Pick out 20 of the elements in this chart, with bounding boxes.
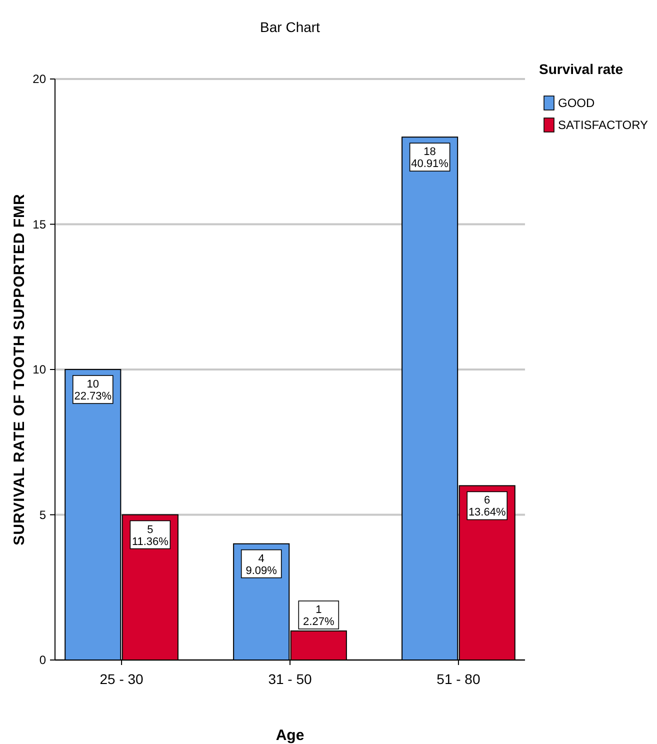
y-tick-label: 15: [32, 217, 46, 232]
data-label: 1 2.27%: [303, 604, 334, 628]
data-label: 5 11.36%: [132, 524, 169, 548]
legend-label: GOOD: [558, 96, 595, 110]
x-tick-label: 51 - 80: [436, 671, 480, 687]
legend-label: SATISFACTORY: [558, 118, 648, 132]
data-label: 6 13.64%: [468, 494, 506, 519]
legend-title: Survival rate: [539, 61, 624, 77]
y-axis-title: SURVIVAL RATE OF TOOTH SUPPORTED FMR: [11, 194, 28, 546]
x-tick-label: 25 - 30: [100, 671, 144, 687]
chart-title: Bar Chart: [260, 19, 320, 35]
y-tick-label: 5: [39, 508, 46, 522]
x-tick-label: 31 - 50: [268, 671, 312, 687]
y-tick-label: 20: [32, 72, 46, 86]
y-tick-label: 10: [32, 362, 46, 377]
data-label: 10 22.73%: [74, 378, 112, 402]
data-label: 18 40.91%: [411, 146, 449, 170]
data-label: 4 9.09%: [246, 552, 278, 577]
x-axis-title: Age: [276, 727, 304, 744]
y-tick-label: 0: [39, 653, 46, 668]
